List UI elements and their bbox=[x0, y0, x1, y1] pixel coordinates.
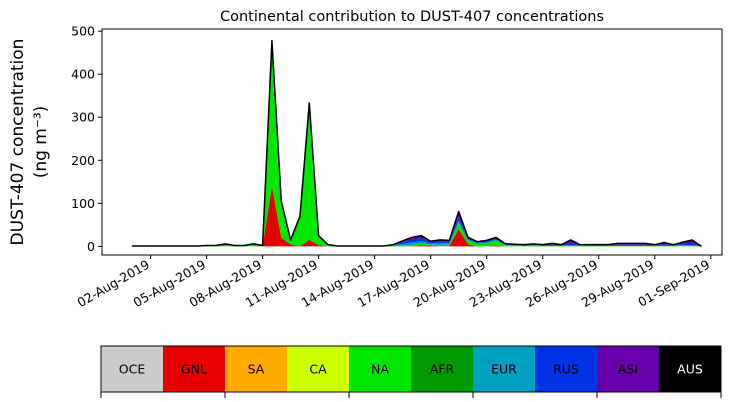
region-legend: OCE GNL SA CA NA AFR EUR RUS ASI AUS bbox=[100, 345, 722, 398]
legend-label-sa: SA bbox=[248, 362, 265, 377]
legend-label-na: NA bbox=[371, 362, 389, 377]
plot-frame bbox=[101, 28, 723, 256]
legend-label-ca: CA bbox=[309, 362, 327, 377]
area-na bbox=[131, 40, 702, 247]
plot-axes: 010020030040050002-Aug-201905-Aug-201908… bbox=[71, 24, 723, 310]
stacked-area-layers bbox=[131, 39, 702, 248]
legend-swatch-gnl bbox=[163, 346, 225, 392]
legend-frame bbox=[100, 345, 722, 393]
legend-swatch-sa bbox=[225, 346, 287, 392]
area-rus bbox=[131, 40, 702, 247]
legend-label-asi: ASI bbox=[618, 362, 638, 377]
area-afr bbox=[131, 40, 702, 247]
legend-swatch-ca bbox=[287, 346, 349, 392]
y-tick-label: 500 bbox=[71, 24, 95, 39]
total-outline bbox=[131, 39, 702, 248]
legend-swatch-aus bbox=[659, 346, 721, 392]
chart-title: Continental contribution to DUST-407 con… bbox=[220, 9, 604, 25]
legend-label-afr: AFR bbox=[430, 362, 455, 377]
legend-label-eur: EUR bbox=[491, 362, 517, 377]
legend-swatch-oce bbox=[101, 346, 163, 392]
y-tick-label: 400 bbox=[71, 67, 95, 82]
area-asi bbox=[131, 40, 702, 247]
legend-label-aus: AUS bbox=[677, 362, 703, 377]
legend-swatch-rus bbox=[535, 346, 597, 392]
legend-swatch-asi bbox=[597, 346, 659, 392]
legend-label-oce: OCE bbox=[119, 362, 146, 377]
y-tick-label: 300 bbox=[71, 110, 95, 125]
legend-swatch-afr bbox=[411, 346, 473, 392]
y-axis-unit-label: (ng m⁻³) bbox=[31, 106, 51, 179]
y-tick-label: 0 bbox=[87, 239, 95, 254]
y-tick-label: 100 bbox=[71, 196, 95, 211]
area-eur bbox=[131, 40, 702, 247]
area-aus bbox=[131, 40, 702, 247]
area-gnl bbox=[131, 186, 702, 247]
legend-swatch-na bbox=[349, 346, 411, 392]
legend-label-rus: RUS bbox=[553, 362, 579, 377]
y-axis-label: DUST-407 concentration bbox=[8, 39, 28, 246]
legend-swatch-eur bbox=[473, 346, 535, 392]
y-tick-label: 200 bbox=[71, 153, 95, 168]
legend-label-gnl: GNL bbox=[181, 362, 207, 377]
